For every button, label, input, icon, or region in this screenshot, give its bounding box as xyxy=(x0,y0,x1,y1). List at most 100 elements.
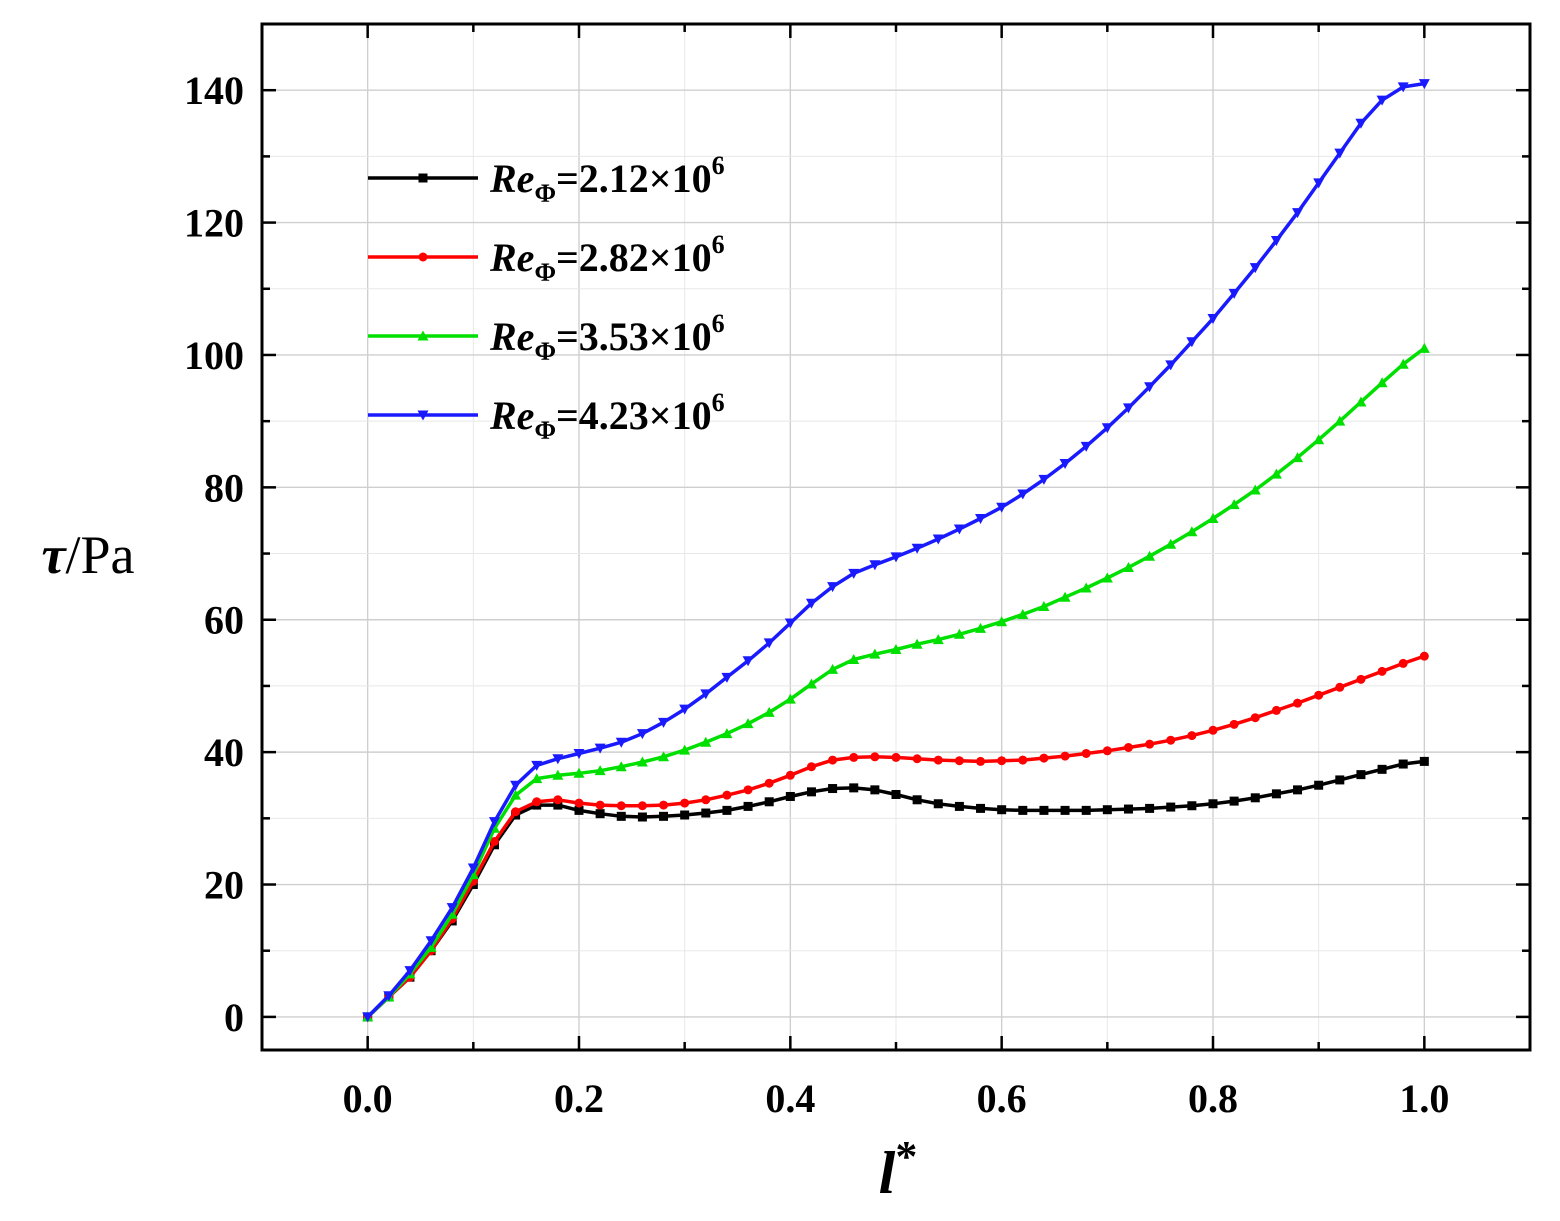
data-point xyxy=(1187,731,1197,741)
data-point xyxy=(1229,719,1239,729)
data-point xyxy=(722,790,732,800)
data-point xyxy=(1228,288,1240,299)
data-point xyxy=(953,524,965,535)
data-point xyxy=(870,752,880,762)
legend-label-exponent: 6 xyxy=(712,230,725,259)
data-point xyxy=(1293,698,1303,708)
data-point xyxy=(417,410,429,421)
data-point xyxy=(1398,759,1408,769)
data-point xyxy=(637,812,647,822)
legend-item: ReΦ=3.53×106 xyxy=(368,309,725,366)
data-point xyxy=(1187,801,1197,811)
data-point xyxy=(1102,746,1112,756)
y-tick-label: 20 xyxy=(204,863,244,908)
data-point xyxy=(679,704,691,715)
data-point xyxy=(953,628,965,639)
data-point xyxy=(1377,666,1387,676)
data-point xyxy=(1418,79,1430,90)
legend-item: ReΦ=2.12×106 xyxy=(368,151,725,208)
data-point xyxy=(1270,468,1282,479)
legend-label: ReΦ=4.23×106 xyxy=(489,388,725,445)
data-point xyxy=(1081,805,1091,815)
y-tick-label: 80 xyxy=(204,465,244,510)
data-point xyxy=(1419,756,1429,766)
data-point xyxy=(1228,499,1240,510)
data-point xyxy=(701,795,711,805)
data-point xyxy=(763,638,775,649)
data-point xyxy=(1080,582,1092,593)
data-point xyxy=(659,811,669,821)
data-point xyxy=(658,717,670,728)
data-point xyxy=(996,616,1008,627)
data-point xyxy=(1018,805,1028,815)
series-group xyxy=(362,79,1430,1023)
data-point xyxy=(1123,742,1133,752)
data-point xyxy=(511,807,521,817)
data-point xyxy=(1249,263,1261,274)
data-point xyxy=(870,785,880,795)
data-point xyxy=(743,801,753,811)
data-point xyxy=(1166,802,1176,812)
data-point xyxy=(848,568,860,579)
x-axis-label-star: * xyxy=(895,1132,917,1181)
data-point xyxy=(1271,705,1281,715)
data-point xyxy=(658,751,670,762)
data-point xyxy=(552,769,564,780)
data-point xyxy=(1398,658,1408,668)
data-point xyxy=(636,729,648,740)
legend-label-subscript: Φ xyxy=(534,416,556,445)
data-point xyxy=(679,744,691,755)
data-point xyxy=(425,941,437,952)
data-point xyxy=(742,718,754,729)
legend-item: ReΦ=4.23×106 xyxy=(368,388,725,445)
data-point xyxy=(954,756,964,766)
y-tick-label: 100 xyxy=(184,333,244,378)
data-point xyxy=(1355,396,1367,407)
data-point xyxy=(1101,423,1113,434)
data-point xyxy=(1207,512,1219,523)
x-tick-label: 0.0 xyxy=(343,1076,393,1121)
legend-label-re: Re xyxy=(489,235,534,280)
data-point xyxy=(828,784,838,794)
data-point xyxy=(763,706,775,717)
data-point xyxy=(425,936,437,947)
data-point xyxy=(932,634,944,645)
data-point xyxy=(1145,739,1155,749)
data-point xyxy=(1249,484,1261,495)
data-point xyxy=(680,810,690,820)
legend-label-re: Re xyxy=(489,393,534,438)
series xyxy=(363,651,1429,1022)
data-point xyxy=(806,787,816,797)
data-point xyxy=(911,543,923,554)
data-point xyxy=(1314,780,1324,790)
data-point xyxy=(1038,474,1050,485)
data-point xyxy=(997,805,1007,815)
data-point xyxy=(1292,452,1304,463)
data-point xyxy=(996,502,1008,513)
y-axis-label-symbol: τ xyxy=(42,525,68,585)
data-point xyxy=(1419,651,1429,661)
data-point xyxy=(1038,601,1050,612)
data-point xyxy=(827,582,839,593)
data-point xyxy=(574,805,584,815)
data-point xyxy=(721,672,733,683)
data-point xyxy=(784,618,796,629)
data-point xyxy=(722,805,732,815)
legend: ReΦ=2.12×106ReΦ=2.82×106ReΦ=3.53×106ReΦ=… xyxy=(368,151,725,445)
data-point xyxy=(594,743,606,754)
data-point xyxy=(1397,358,1409,369)
data-point xyxy=(1334,148,1346,159)
data-point xyxy=(488,817,500,828)
data-point xyxy=(553,800,563,810)
data-point xyxy=(383,991,395,1002)
y-tick-label: 0 xyxy=(224,995,244,1040)
data-point xyxy=(659,800,669,810)
data-point xyxy=(1060,805,1070,815)
data-point xyxy=(467,863,479,874)
data-point xyxy=(1377,764,1387,774)
data-point xyxy=(1208,799,1218,809)
data-point xyxy=(805,678,817,689)
y-tick-label: 40 xyxy=(204,730,244,775)
data-point xyxy=(976,803,986,813)
